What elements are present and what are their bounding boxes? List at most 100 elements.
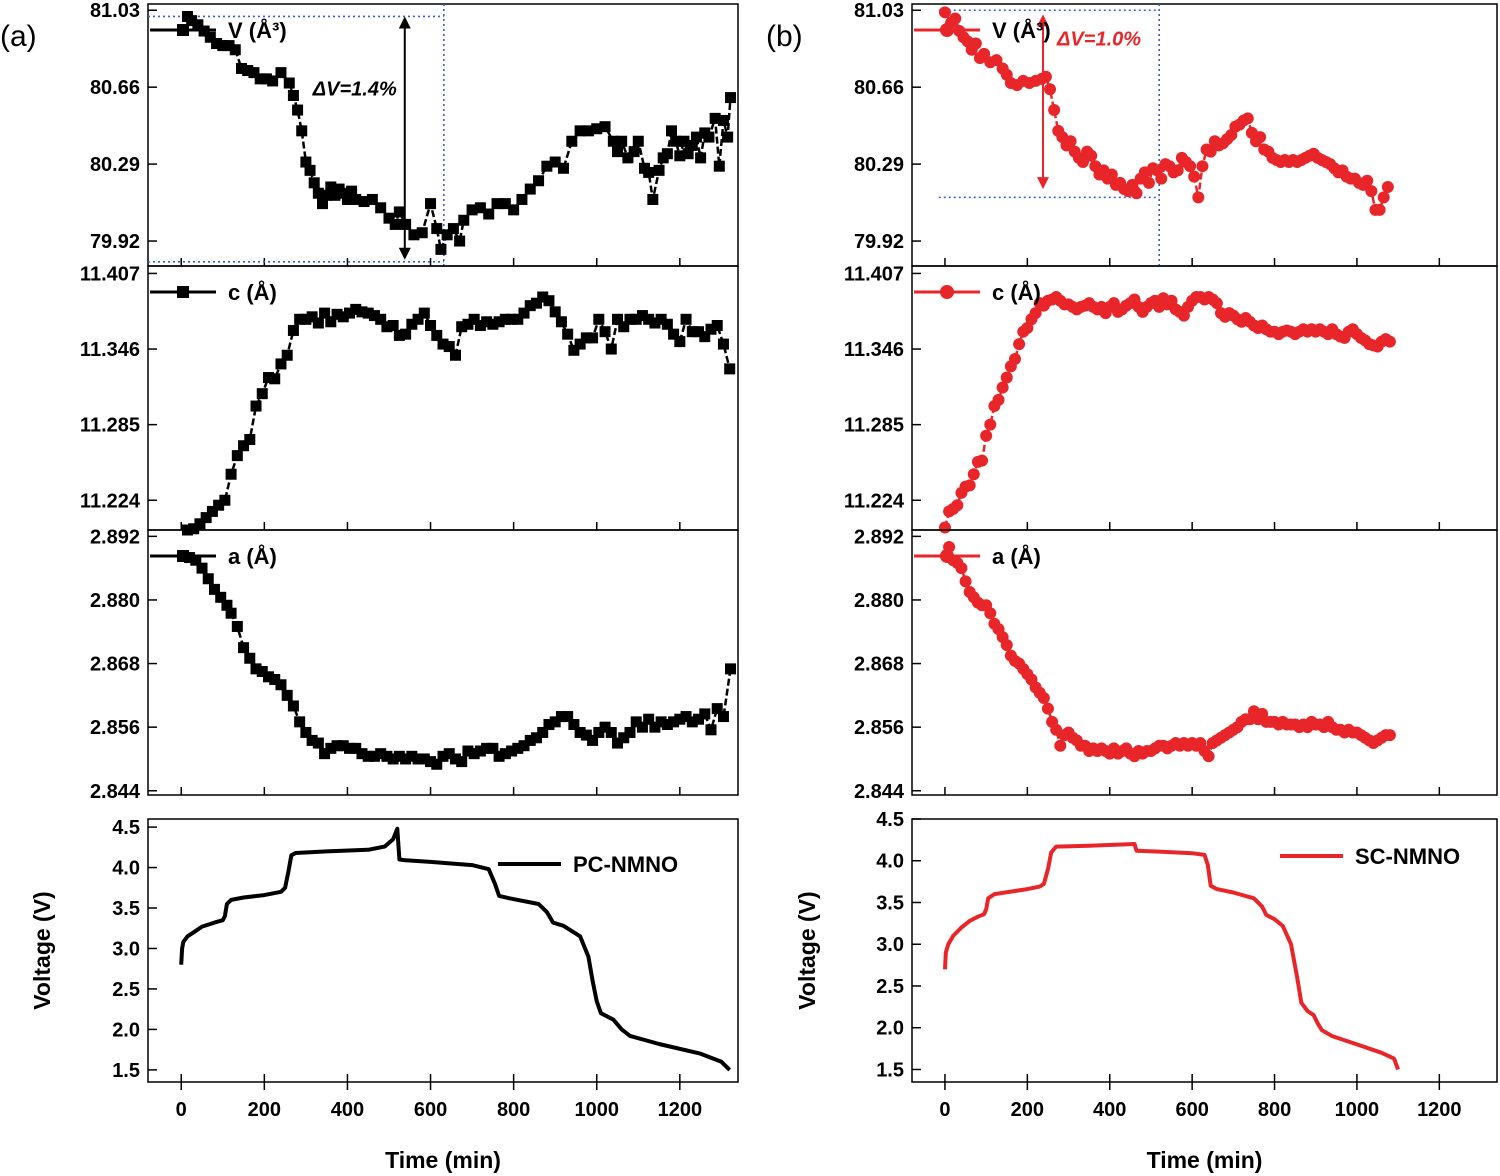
- data-point: [262, 671, 274, 683]
- x-tick-label: 1000: [1335, 1099, 1380, 1121]
- y-tick-label: 2.5: [876, 976, 904, 998]
- legend-label: PC-NMNO: [573, 852, 678, 877]
- subplot-a: 2.844 2.856 2.868 2.880 2.892 a (Å): [854, 526, 1498, 803]
- series-line: [179, 826, 732, 1072]
- data-point: [1241, 112, 1254, 125]
- data-point: [682, 148, 694, 160]
- data-point: [686, 326, 698, 338]
- data-point: [393, 206, 405, 218]
- data-point: [1192, 191, 1205, 204]
- data-point: [319, 748, 331, 760]
- data-point: [346, 185, 358, 197]
- data-point: [616, 135, 628, 147]
- data-point: [690, 131, 702, 143]
- data-point: [680, 711, 692, 723]
- data-point: [256, 388, 268, 400]
- data-point: [717, 114, 729, 126]
- data-point: [725, 663, 737, 675]
- data-point: [474, 202, 486, 214]
- data-point: [487, 742, 499, 754]
- data-point: [655, 313, 667, 325]
- data-point: [254, 73, 266, 85]
- data-point: [493, 750, 505, 762]
- data-point: [969, 37, 982, 50]
- data-point: [275, 358, 287, 370]
- data-point: [312, 317, 324, 329]
- subplot-a: 2.844 2.856 2.868 2.880 2.892 a (Å): [90, 526, 739, 803]
- data-point: [381, 750, 393, 762]
- y-tick-label: 79.92: [854, 231, 904, 253]
- data-point: [680, 313, 692, 325]
- data-point: [294, 716, 306, 728]
- data-point: [549, 156, 561, 168]
- y-tick-label: 4.5: [112, 817, 140, 839]
- data-point: [632, 135, 644, 147]
- data-point: [599, 721, 611, 733]
- data-point: [1037, 692, 1050, 705]
- data-point: [705, 323, 717, 335]
- plot-frame: [911, 818, 1498, 1083]
- data-point: [387, 753, 399, 765]
- data-point: [1383, 729, 1396, 742]
- data-point: [612, 146, 624, 158]
- delta-arrow-head-up: [1037, 14, 1050, 27]
- data-point: [1054, 739, 1067, 752]
- data-point: [412, 753, 424, 765]
- data-point: [375, 313, 387, 325]
- data-point: [213, 499, 225, 511]
- data-point: [375, 202, 387, 214]
- data-point: [661, 719, 673, 731]
- data-point: [344, 307, 356, 319]
- panel-a: (a) 79.92 80.29 80.66 81.03 ΔV=1.4% V (Å³) 11.2…: [0, 0, 739, 1173]
- data-point: [456, 321, 468, 333]
- y-tick-label: 4.0: [112, 858, 140, 880]
- data-point: [649, 721, 661, 733]
- data-point: [458, 214, 470, 226]
- data-point: [643, 313, 655, 325]
- data-point: [341, 193, 353, 205]
- data-point: [725, 92, 737, 104]
- data-point: [984, 607, 997, 620]
- subplot-V: 79.92 80.29 80.66 81.03 ΔV=1.0%V (Å³): [854, 0, 1498, 267]
- y-tick-label: 11.407: [844, 263, 904, 285]
- data-point: [518, 740, 530, 752]
- data-point: [275, 679, 287, 691]
- data-point: [516, 193, 528, 205]
- data-point: [557, 162, 569, 174]
- data-point: [231, 450, 243, 462]
- data-point: [599, 121, 611, 133]
- data-point: [512, 742, 524, 754]
- data-point: [1076, 156, 1089, 169]
- data-point: [1383, 335, 1396, 348]
- data-point: [312, 737, 324, 749]
- data-point: [636, 721, 648, 733]
- data-point: [506, 313, 518, 325]
- data-point: [636, 310, 648, 322]
- data-point: [244, 652, 256, 664]
- data-point: [304, 164, 316, 176]
- delta-arrow-head-down: [1037, 177, 1050, 190]
- delta-arrow-head-up: [398, 16, 411, 29]
- data-point: [951, 499, 964, 512]
- data-point: [992, 393, 1005, 406]
- data-point: [1105, 168, 1118, 181]
- data-point: [196, 562, 208, 574]
- data-point: [541, 160, 553, 172]
- data-point: [568, 344, 580, 356]
- data-point: [449, 349, 461, 361]
- data-point: [678, 135, 690, 147]
- data-point: [321, 189, 333, 201]
- data-point: [724, 363, 736, 375]
- data-point: [356, 748, 368, 760]
- data-point: [580, 729, 592, 741]
- data-point: [1064, 135, 1077, 148]
- data-point: [1155, 172, 1168, 185]
- data-point: [229, 44, 241, 56]
- data-point: [1039, 70, 1052, 83]
- data-point: [643, 166, 655, 178]
- data-point: [530, 297, 542, 309]
- data-point: [643, 713, 655, 725]
- y-tick-label: 2.856: [90, 717, 140, 739]
- data-point: [400, 753, 412, 765]
- data-point: [238, 440, 250, 452]
